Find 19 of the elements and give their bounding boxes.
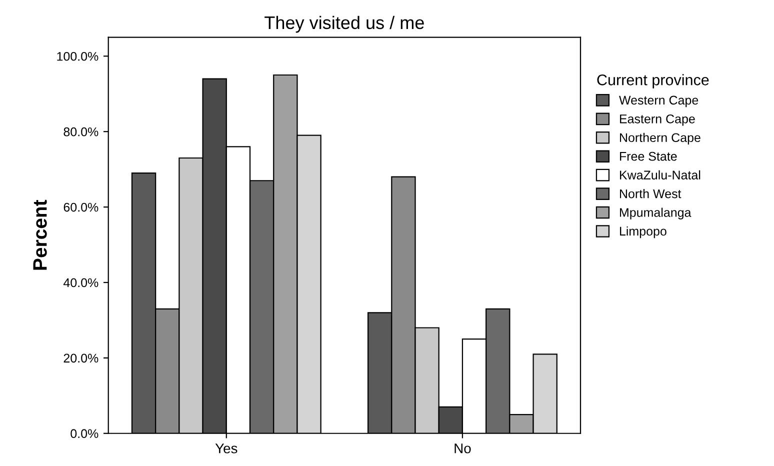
legend-label: Limpopo xyxy=(620,226,666,238)
y-tick-label: 80.0% xyxy=(64,127,98,136)
legend-label: Eastern Cape xyxy=(620,114,695,126)
y-tick-label: 100.0% xyxy=(57,52,98,61)
x-tick-label: Yes xyxy=(215,444,238,454)
x-tick-label: No xyxy=(454,444,471,454)
legend-label: Northern Cape xyxy=(620,132,700,145)
chart-title: They visited us / me xyxy=(264,16,424,33)
y-tick-label: 0.0% xyxy=(70,429,98,438)
legend-label: KwaZulu-Natal xyxy=(620,170,700,180)
y-tick-label: 40.0% xyxy=(63,278,98,288)
legend-title: Current province xyxy=(597,74,709,88)
y-tick-label: 60.0% xyxy=(64,202,98,212)
y-tick-label: 20.0% xyxy=(64,354,98,363)
legend-label: Free State xyxy=(620,152,677,161)
legend-label: Western Cape xyxy=(619,96,698,108)
legend-label: Mpumalanga xyxy=(620,208,692,220)
y-axis-title: Percent xyxy=(33,200,47,270)
legend-label: North West xyxy=(620,189,682,198)
